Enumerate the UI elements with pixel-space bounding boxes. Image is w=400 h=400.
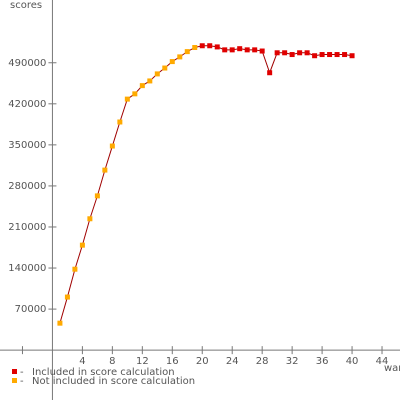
data-point xyxy=(109,143,115,149)
data-point xyxy=(229,47,235,53)
y-tick-label: 350000 xyxy=(8,140,46,151)
y-tick-label: 280000 xyxy=(8,181,46,192)
x-tick-label: 12 xyxy=(136,356,149,367)
data-point xyxy=(282,50,288,56)
data-point xyxy=(319,52,325,58)
data-point xyxy=(334,52,340,58)
data-point xyxy=(132,91,138,97)
data-point xyxy=(64,294,70,300)
data-point xyxy=(274,50,280,56)
data-point xyxy=(162,65,168,71)
y-tick-label: 490000 xyxy=(8,58,46,69)
y-tick-label: 70000 xyxy=(15,304,47,315)
y-axis-label: scores xyxy=(10,0,42,11)
data-point xyxy=(267,70,273,76)
series-line xyxy=(59,47,195,324)
data-point xyxy=(214,44,220,50)
data-point xyxy=(147,78,153,84)
data-point xyxy=(117,119,123,125)
data-point xyxy=(124,96,130,102)
data-point xyxy=(297,50,303,56)
data-point xyxy=(349,53,355,59)
data-point xyxy=(72,266,78,272)
legend-label: Included in score calculation xyxy=(32,367,175,378)
x-tick-label: 36 xyxy=(316,356,329,367)
x-tick-label: 24 xyxy=(226,356,239,367)
data-point xyxy=(102,167,108,173)
data-point xyxy=(207,43,213,49)
legend-dash: - xyxy=(20,376,24,387)
data-point xyxy=(304,50,310,56)
data-point xyxy=(199,43,205,49)
x-tick-label: 28 xyxy=(256,356,269,367)
data-point xyxy=(289,52,295,58)
data-point xyxy=(312,53,318,59)
data-point xyxy=(192,45,198,51)
data-point xyxy=(154,71,160,77)
y-tick-label: 210000 xyxy=(8,222,46,233)
data-point xyxy=(252,47,258,53)
data-point xyxy=(244,47,250,53)
data-point xyxy=(87,216,93,222)
data-point xyxy=(79,242,85,248)
x-tick-label: 20 xyxy=(196,356,209,367)
x-tick-label: 16 xyxy=(166,356,179,367)
data-point xyxy=(222,47,228,53)
x-tick-label: 44 xyxy=(376,356,389,367)
data-point xyxy=(139,83,145,89)
data-point xyxy=(342,52,348,58)
data-point xyxy=(177,54,183,60)
y-tick-label: 420000 xyxy=(8,99,46,110)
x-tick-label: 4 xyxy=(79,356,85,367)
data-point xyxy=(169,59,175,65)
data-point xyxy=(237,46,243,52)
x-axis-label: war xyxy=(384,363,400,374)
y-tick-label: 140000 xyxy=(8,263,46,274)
legend-swatch xyxy=(12,369,17,374)
data-point xyxy=(327,52,333,58)
data-point xyxy=(57,320,63,326)
data-point xyxy=(94,193,100,199)
x-tick-label: 8 xyxy=(109,356,115,367)
legend-dash: - xyxy=(20,367,24,378)
legend-label: Not included in score calculation xyxy=(32,376,195,387)
data-point xyxy=(184,49,190,55)
legend-swatch xyxy=(12,378,17,383)
data-point xyxy=(259,48,265,54)
x-tick-label: 40 xyxy=(346,356,359,367)
x-tick-label: 32 xyxy=(286,356,299,367)
